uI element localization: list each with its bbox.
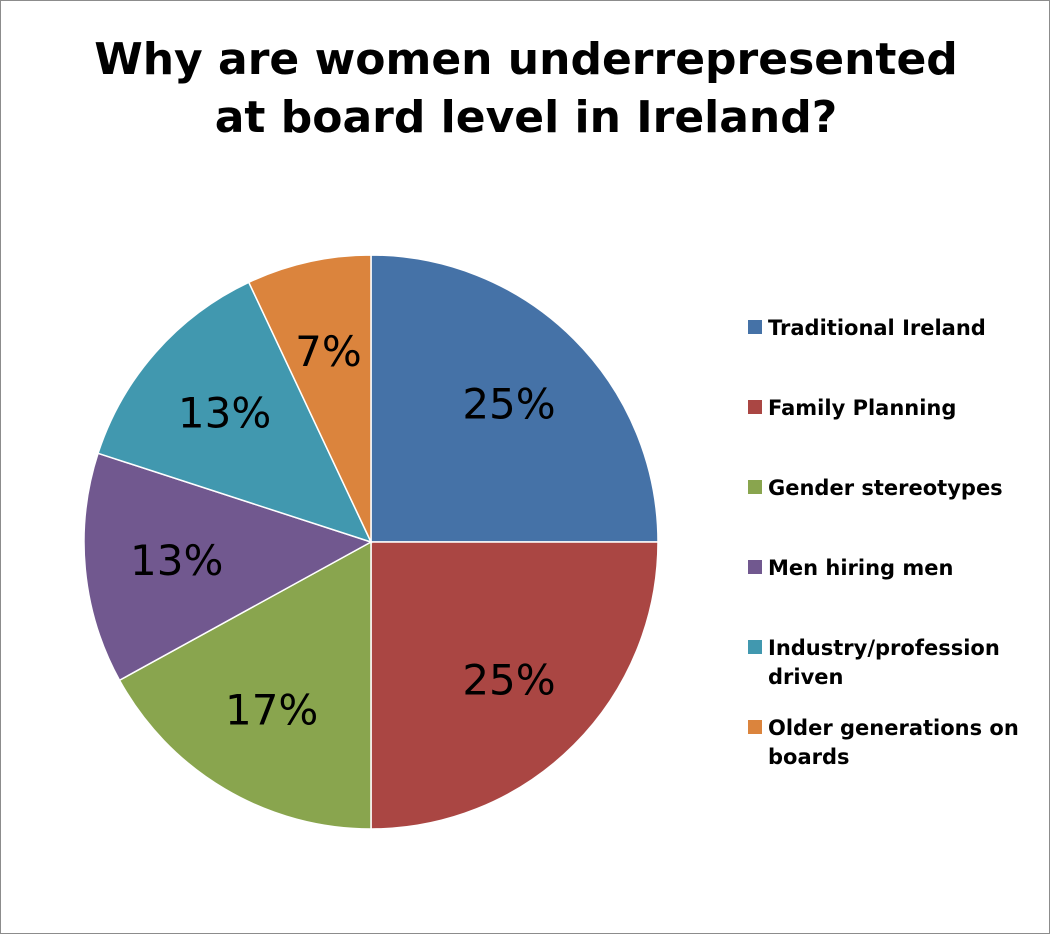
pie-slice-traditional-ireland bbox=[370, 254, 659, 543]
pie-slice-family-planning bbox=[370, 541, 659, 830]
data-label-gender-stereotypes: 17% bbox=[225, 685, 318, 734]
data-label-family-planning: 25% bbox=[462, 655, 555, 704]
pie-slice-men-hiring-men bbox=[83, 452, 373, 682]
legend-label: Family Planning bbox=[768, 394, 1040, 423]
pie-slice-industry-profession-driven bbox=[97, 281, 373, 544]
legend-label-line: driven bbox=[768, 665, 844, 689]
data-label-older-generations-on-boards: 7% bbox=[295, 327, 362, 376]
legend-label-line: Industry/profession bbox=[768, 636, 1000, 660]
legend-swatch bbox=[748, 640, 762, 654]
legend-label: Gender stereotypes bbox=[768, 474, 1040, 503]
legend-swatch bbox=[748, 720, 762, 734]
legend-label: Men hiring men bbox=[768, 554, 1040, 583]
legend-label-line: Traditional Ireland bbox=[768, 316, 986, 340]
chart-title-line-1: Why are women underrepresented bbox=[94, 34, 958, 85]
legend-label-line: Men hiring men bbox=[768, 556, 954, 580]
legend-label-line: Family Planning bbox=[768, 396, 957, 420]
legend-swatch bbox=[748, 560, 762, 574]
legend-label: Traditional Ireland bbox=[768, 314, 1040, 343]
legend-label-line: boards bbox=[768, 745, 850, 769]
data-label-industry-profession-driven: 13% bbox=[178, 388, 271, 437]
legend-swatch bbox=[748, 320, 762, 334]
legend-label: Industry/profession driven bbox=[768, 634, 1040, 692]
pie-slice-older-generations-on-boards bbox=[247, 254, 372, 543]
legend-swatch bbox=[748, 400, 762, 414]
legend-swatch bbox=[748, 480, 762, 494]
pie-slice-gender-stereotypes bbox=[118, 540, 372, 830]
chart-title-line-2: at board level in Ireland? bbox=[214, 92, 838, 143]
data-label-traditional-ireland: 25% bbox=[462, 380, 555, 429]
legend-label-line: Older generations on bbox=[768, 716, 1019, 740]
legend-label-line: Gender stereotypes bbox=[768, 476, 1003, 500]
data-label-men-hiring-men: 13% bbox=[130, 536, 223, 585]
chart-title: Why are women underrepresented at board … bbox=[61, 31, 991, 147]
legend-label: Older generations on boards bbox=[768, 714, 1040, 772]
